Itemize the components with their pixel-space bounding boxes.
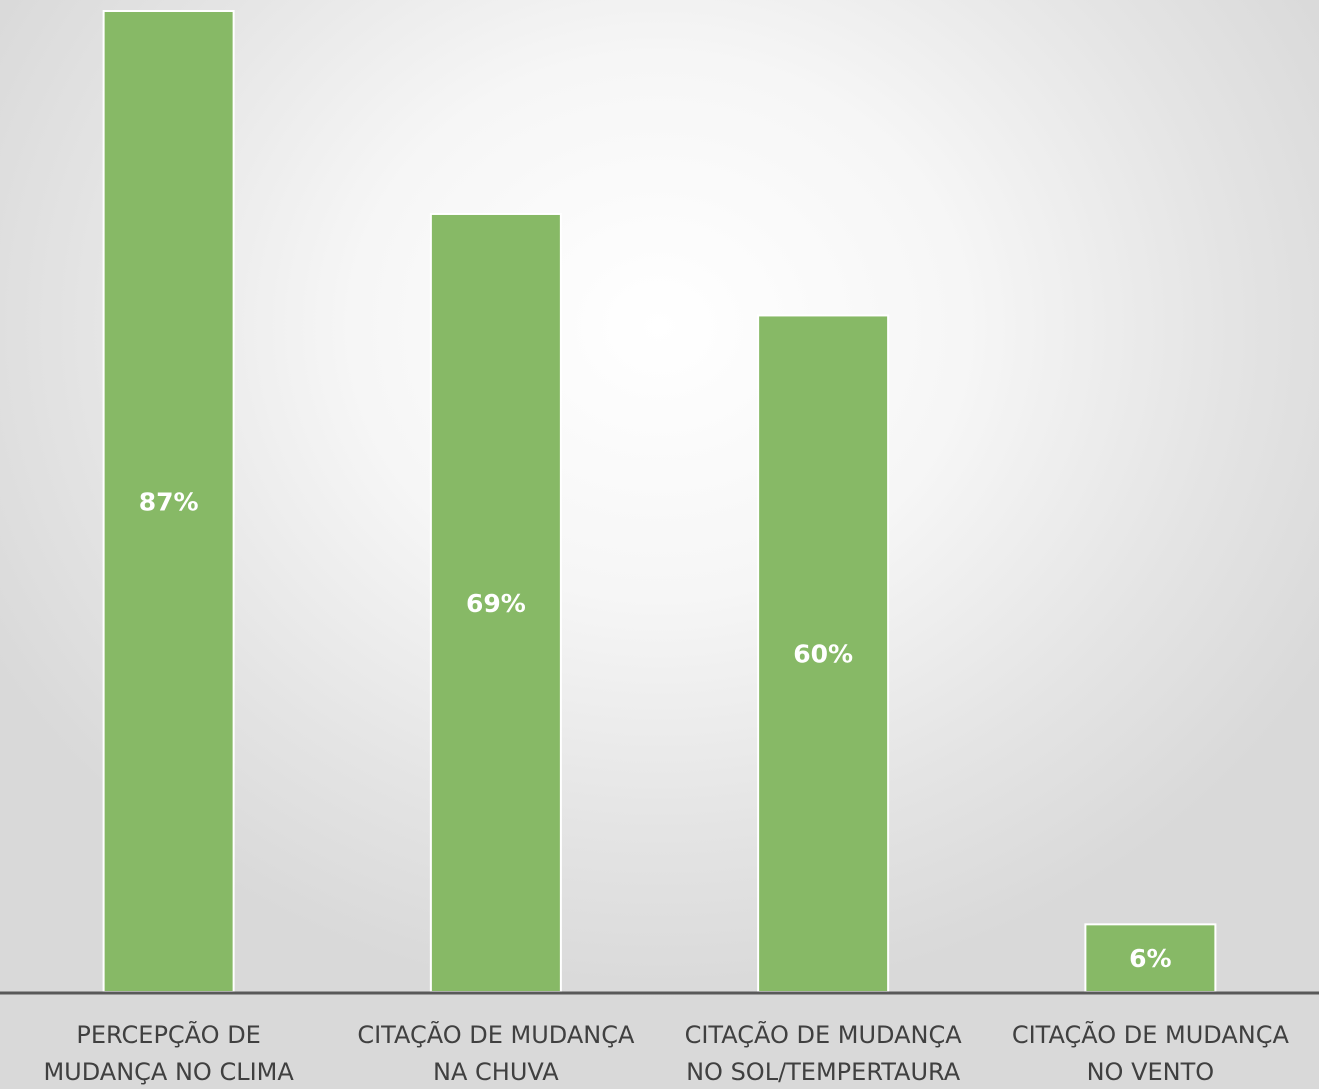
category-label-line: CITAÇÃO DE MUDANÇA — [357, 1019, 635, 1049]
data-label-1: 87% — [139, 488, 199, 517]
bar-3 — [757, 314, 890, 993]
data-label-3: 60% — [793, 640, 853, 669]
category-label-1: PERCEPÇÃO DE MUDANÇA NO CLIMA — [43, 1019, 294, 1086]
bar-1 — [102, 10, 235, 993]
category-label-line: PERCEPÇÃO DE — [76, 1019, 260, 1049]
data-labels-group: 87% 69% 60% 6% — [139, 488, 1172, 974]
bar-2 — [429, 212, 562, 993]
bar-4 — [1084, 923, 1217, 994]
category-label-3: CITAÇÃO DE MUDANÇA NO SOL/TEMPERTAURA — [685, 1019, 963, 1086]
category-label-line: NO SOL/TEMPERTAURA — [686, 1058, 961, 1086]
bars-group — [102, 10, 1217, 994]
category-label-line: NA CHUVA — [433, 1058, 559, 1086]
category-label-line: MUDANÇA NO CLIMA — [43, 1058, 294, 1086]
category-label-line: CITAÇÃO DE MUDANÇA — [1012, 1019, 1290, 1049]
data-label-4: 6% — [1129, 944, 1171, 973]
category-label-4: CITAÇÃO DE MUDANÇA NO VENTO — [1012, 1019, 1290, 1086]
category-labels-group: PERCEPÇÃO DE MUDANÇA NO CLIMA CITAÇÃO DE M… — [43, 1019, 1289, 1086]
data-label-2: 69% — [466, 589, 526, 618]
category-label-2: CITAÇÃO DE MUDANÇA NA CHUVA — [357, 1019, 635, 1086]
category-label-line: NO VENTO — [1087, 1058, 1215, 1086]
category-label-line: CITAÇÃO DE MUDANÇA — [685, 1019, 963, 1049]
